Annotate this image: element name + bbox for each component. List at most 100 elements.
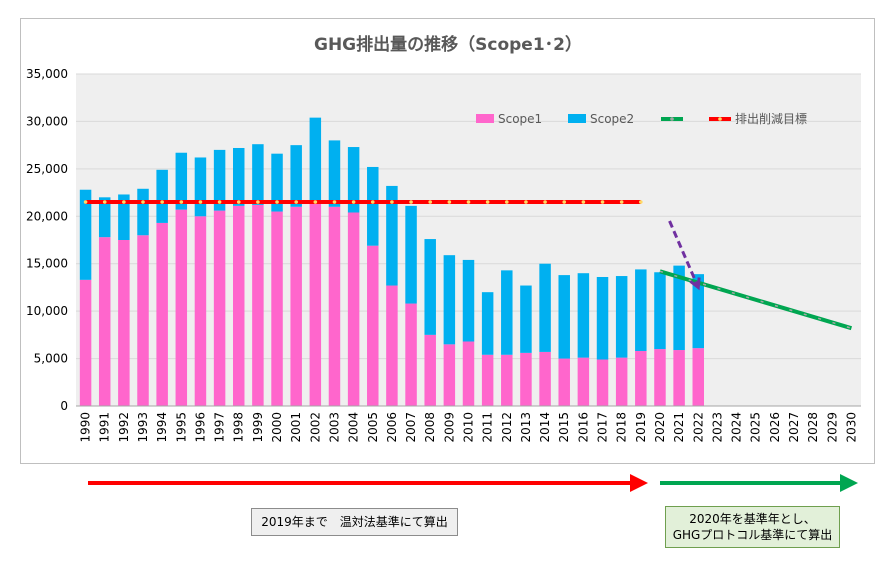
y-tick-label: 5,000 (34, 352, 68, 366)
x-tick-label: 2019 (634, 412, 648, 443)
legend-label-0: Scope1 (498, 112, 542, 126)
x-tick-label: 1993 (136, 412, 150, 443)
bar-scope2-2006 (386, 185, 398, 286)
x-tick-label: 2001 (289, 412, 303, 443)
bar-scope2-1996 (194, 157, 207, 217)
arrow-until-2019-head (630, 474, 648, 492)
bar-scope2-1992 (118, 194, 130, 240)
bar-scope1-1994 (156, 222, 168, 406)
legend-swatch-trend-dot (670, 117, 674, 121)
bar-scope2-2017 (596, 276, 609, 360)
bar-scope2-2005 (367, 166, 379, 246)
bar-scope2-1995 (175, 152, 188, 210)
target-marker (543, 200, 547, 204)
x-tick-label: 1999 (251, 412, 265, 443)
bar-scope1-2000 (271, 211, 283, 406)
bar-scope2-2000 (271, 153, 283, 212)
x-tick-label: 2022 (691, 412, 705, 443)
note-until-2019: 2019年まで 温対法基準にて算出 (251, 508, 458, 536)
x-tick-label: 2014 (538, 412, 552, 443)
x-tick-label: 2006 (385, 412, 399, 443)
bar-scope2-2004 (347, 147, 360, 213)
bar-scope2-1990 (79, 189, 92, 280)
x-tick-label: 2028 (806, 412, 820, 443)
bar-scope2-2002 (309, 117, 322, 204)
x-tick-label: 2012 (500, 412, 514, 443)
bar-scope1-2003 (328, 206, 341, 406)
y-tick-label: 15,000 (26, 257, 68, 271)
target-marker (639, 200, 643, 204)
indicator-arrow-head (689, 277, 701, 291)
bar-scope2-2021 (673, 265, 685, 351)
bar-scope2-2011 (481, 292, 494, 355)
bar-scope1-2019 (635, 350, 647, 406)
bar-scope1-2016 (577, 357, 590, 406)
target-marker (256, 200, 260, 204)
bar-scope1-2010 (462, 341, 475, 406)
x-tick-label: 2011 (481, 412, 495, 443)
x-tick-label: 2021 (672, 412, 686, 443)
bar-scope1-2011 (481, 354, 494, 406)
bar-scope2-1991 (98, 197, 111, 238)
plot-area: 0 5,000 10,000 15,000 20,000 25,000 30,000 35,0… (26, 67, 861, 443)
x-tick-label: 2023 (710, 412, 724, 443)
legend-label-3: 排出削減目標 (735, 111, 807, 126)
x-tick-label: 2005 (366, 412, 380, 443)
bar-scope1-2015 (558, 358, 570, 406)
x-tick-label: 2015 (557, 412, 571, 443)
chart-svg: GHG排出量の推移（Scope1･2） 0 5,000 10,000 15,000 20… (26, 34, 861, 443)
bar-scope1-2006 (386, 285, 398, 406)
bar-scope1-1990 (79, 279, 92, 406)
legend-swatch-1 (568, 114, 586, 123)
x-tick-label: 2010 (462, 412, 476, 443)
x-tick-label: 2013 (519, 412, 533, 443)
x-tick-label: 1998 (232, 412, 246, 443)
y-tick-label: 25,000 (26, 162, 68, 176)
x-tick-label: 2018 (615, 412, 629, 443)
bar-scope1-2009 (443, 344, 456, 406)
target-marker (600, 200, 605, 204)
bar-scope1-2002 (309, 203, 322, 406)
bar-scope1-2018 (615, 357, 628, 406)
target-marker (294, 200, 298, 204)
bar-scope2-1997 (213, 149, 226, 211)
bar-scope2-2014 (539, 263, 551, 352)
bar-scope1-1998 (233, 205, 245, 406)
bar-scope1-1995 (175, 209, 188, 406)
target-marker (524, 200, 528, 204)
x-tick-label: 2000 (270, 412, 284, 443)
target-marker (122, 200, 126, 204)
bar-scope2-2003 (328, 140, 341, 207)
x-tick-label: 2025 (749, 412, 763, 443)
bar-scope1-2013 (520, 352, 532, 406)
x-tick-label: 2003 (327, 412, 341, 443)
period-arrows (88, 474, 858, 492)
x-tick-label: 2029 (825, 412, 839, 443)
target-marker (504, 200, 509, 204)
x-tick-label: 2009 (442, 412, 456, 443)
x-tick-label: 1992 (117, 412, 131, 443)
bar-scope2-1998 (233, 147, 245, 206)
x-tick-label: 2008 (423, 412, 437, 443)
x-tick-label: 2004 (347, 412, 361, 443)
bar-scope1-1997 (213, 210, 226, 406)
target-marker (351, 200, 356, 204)
target-marker (370, 200, 375, 204)
note-until-2019-text: 2019年まで 温対法基準にて算出 (261, 515, 448, 529)
bar-scope1-1993 (137, 235, 149, 406)
y-tick-label: 0 (60, 399, 68, 413)
bar-scope1-2021 (673, 350, 685, 406)
bar-scope2-1999 (252, 144, 264, 205)
bar-scope1-1996 (194, 216, 207, 406)
target-marker (447, 200, 452, 204)
chart-title: GHG排出量の推移（Scope1･2） (314, 34, 582, 55)
y-tick-label: 20,000 (26, 209, 68, 223)
x-tick-label: 1997 (213, 412, 227, 443)
target-marker (390, 200, 394, 204)
y-tick-label: 30,000 (26, 114, 68, 128)
target-marker (160, 200, 164, 204)
bar-scope1-2020 (654, 349, 666, 406)
y-tick-label: 10,000 (26, 304, 68, 318)
bar-scope2-2010 (462, 259, 475, 342)
bar-scope2-1993 (137, 188, 149, 236)
